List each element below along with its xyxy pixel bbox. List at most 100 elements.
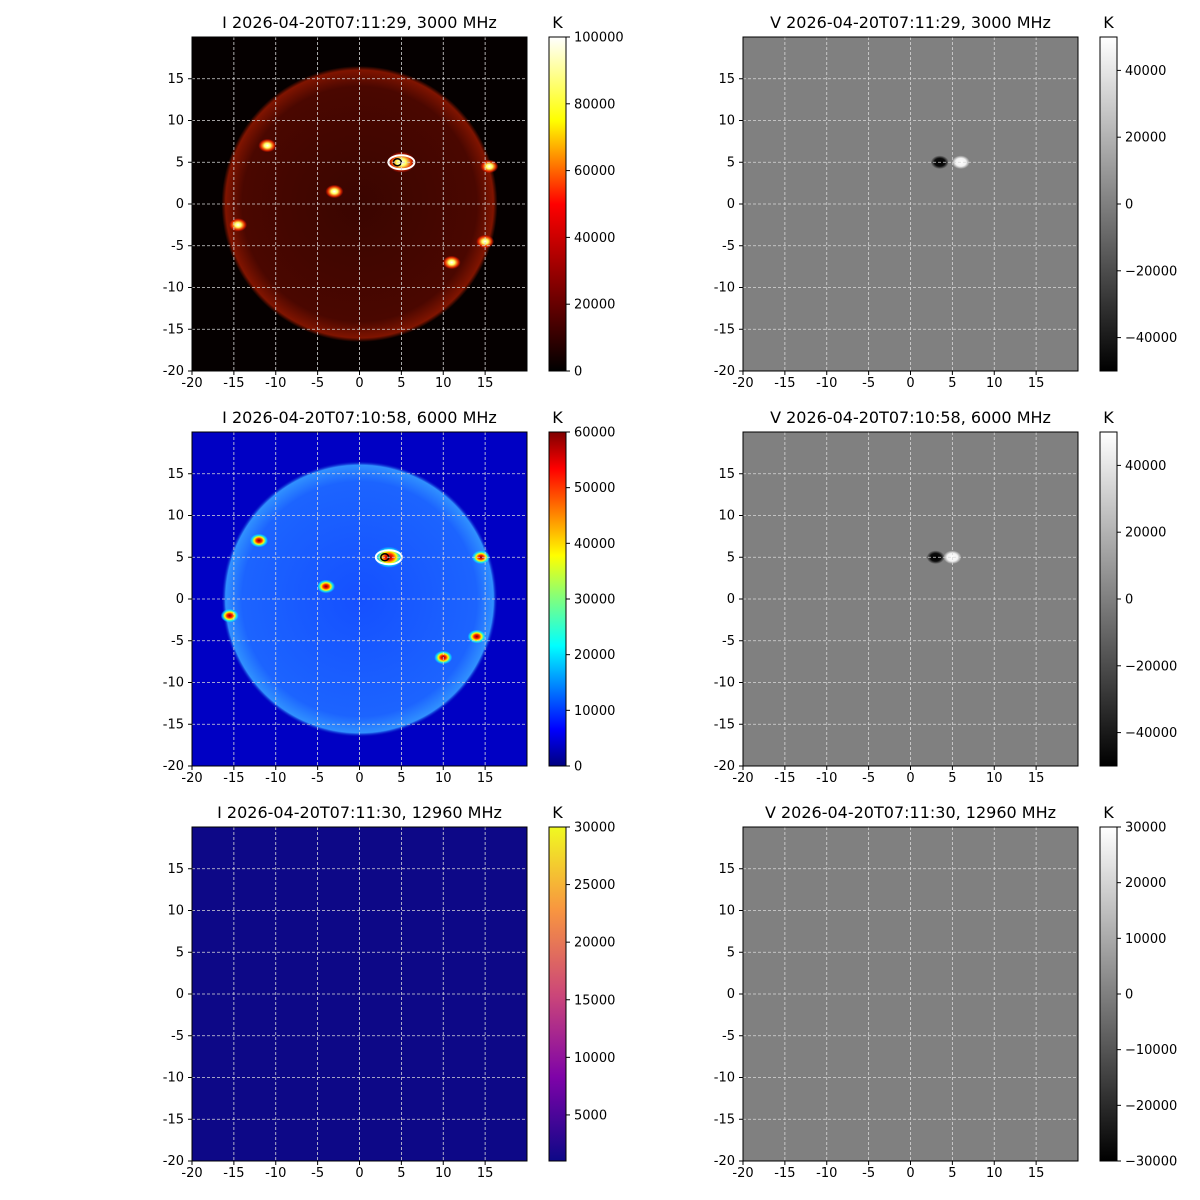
x-tick-label: -20 <box>181 1166 202 1181</box>
x-tick-label: -5 <box>862 771 875 786</box>
y-tick-label: -10 <box>714 1071 735 1086</box>
colorbar <box>1099 36 1118 372</box>
panel-i6000: -20 -15 -10 -5 0 5 10 15 15 10 5 0 -5 -10 -15 -20 I 2026… <box>163 408 616 786</box>
x-tick-label: -20 <box>181 376 202 391</box>
x-tick-label: -5 <box>862 376 875 391</box>
y-tick-label: 10 <box>167 904 184 919</box>
x-tick-label: 10 <box>435 771 452 786</box>
y-tick-label: -10 <box>163 1071 184 1086</box>
colorbar-unit-label: K <box>1103 803 1114 822</box>
colorbar <box>548 431 567 767</box>
source-5 <box>467 629 486 644</box>
colorbar <box>1099 431 1118 767</box>
colorbar-unit-label: K <box>1103 408 1114 427</box>
colorbar <box>1099 826 1118 1162</box>
colorbar-tick-label: 5000 <box>574 1108 607 1123</box>
y-tick-label: 5 <box>176 945 184 960</box>
y-tick-label: 10 <box>718 904 735 919</box>
colorbar-tick-label: 50000 <box>574 481 615 496</box>
y-tick-label: -10 <box>163 281 184 296</box>
x-tick-label: 15 <box>477 771 494 786</box>
y-tick-label: -15 <box>163 1112 184 1127</box>
colorbar-tick-label: 60000 <box>574 164 615 179</box>
y-tick-label: 0 <box>727 197 735 212</box>
colorbar-tick-label: 60000 <box>574 426 615 441</box>
y-tick-label: -10 <box>714 281 735 296</box>
y-tick-label: -5 <box>171 634 184 649</box>
y-tick-label: -20 <box>714 1154 735 1169</box>
y-tick-label: 5 <box>727 155 735 170</box>
x-tick-label: -5 <box>311 771 324 786</box>
source-3 <box>229 218 248 232</box>
x-tick-label: -20 <box>732 376 753 391</box>
colorbar-unit-label: K <box>1103 13 1114 32</box>
colorbar-unit-label: K <box>552 408 563 427</box>
colorbar-tick-label: −10000 <box>1125 1043 1177 1058</box>
source-2 <box>258 138 277 153</box>
x-tick-label: -10 <box>265 1166 286 1181</box>
colorbar-tick-label: 20000 <box>574 936 615 951</box>
y-tick-label: 15 <box>167 467 184 482</box>
y-tick-label: -5 <box>722 634 735 649</box>
colorbar-tick-label: −30000 <box>1125 1155 1177 1170</box>
panel-i3000: -20 -15 -10 -5 0 5 10 15 15 10 5 0 -5 -10 -15 -20 I 2026… <box>163 13 624 391</box>
colorbar-tick-label: 20000 <box>1125 526 1166 541</box>
y-tick-label: -10 <box>163 676 184 691</box>
x-tick-label: -10 <box>265 771 286 786</box>
colorbar-tick-label: 0 <box>574 760 582 775</box>
y-tick-label: -20 <box>163 759 184 774</box>
x-tick-label: 15 <box>477 1166 494 1181</box>
colorbar-tick-label: −20000 <box>1125 1099 1177 1114</box>
panel-title: I 2026-04-20T07:11:30, 12960 MHz <box>217 803 502 822</box>
colorbar-tick-label: 30000 <box>1125 821 1166 836</box>
x-tick-label: 10 <box>986 1166 1003 1181</box>
source-3 <box>220 608 239 623</box>
colorbar-tick-label: 30000 <box>574 593 615 608</box>
x-tick-label: -15 <box>223 771 244 786</box>
source-7 <box>442 255 461 270</box>
colorbar-tick-label: 0 <box>1125 593 1133 608</box>
colorbar-tick-label: 30000 <box>574 821 615 836</box>
x-tick-label: -20 <box>732 771 753 786</box>
colorbar-tick-label: 100000 <box>574 31 624 46</box>
colorbar-tick-label: −40000 <box>1125 331 1177 346</box>
y-tick-label: 0 <box>176 197 184 212</box>
colorbar-tick-label: 40000 <box>574 231 615 246</box>
x-tick-label: 5 <box>397 1166 405 1181</box>
y-tick-label: -15 <box>163 717 184 732</box>
x-tick-label: 15 <box>477 376 494 391</box>
y-tick-label: -15 <box>714 322 735 337</box>
y-tick-label: -20 <box>163 364 184 379</box>
colorbar-tick-label: 0 <box>1125 198 1133 213</box>
panel-title: V 2026-04-20T07:11:29, 3000 MHz <box>770 13 1051 32</box>
colorbar-tick-label: 10000 <box>574 1051 615 1066</box>
panel-title: V 2026-04-20T07:10:58, 6000 MHz <box>770 408 1051 427</box>
x-tick-label: -15 <box>774 771 795 786</box>
colorbar-tick-label: 15000 <box>574 993 615 1008</box>
colorbar-tick-label: −20000 <box>1125 264 1177 279</box>
x-tick-label: 5 <box>397 771 405 786</box>
colorbar-tick-label: 0 <box>1125 988 1133 1003</box>
y-tick-label: 15 <box>167 862 184 877</box>
x-tick-label: -5 <box>311 1166 324 1181</box>
x-tick-label: -15 <box>223 376 244 391</box>
y-tick-label: -15 <box>163 322 184 337</box>
y-tick-label: 5 <box>176 155 184 170</box>
y-tick-label: 15 <box>718 862 735 877</box>
colorbar <box>548 826 567 1162</box>
y-tick-label: 0 <box>727 592 735 607</box>
source-6 <box>317 579 335 594</box>
x-tick-label: -5 <box>862 1166 875 1181</box>
x-tick-label: 15 <box>1028 376 1045 391</box>
panel-title: I 2026-04-20T07:11:29, 3000 MHz <box>222 13 497 32</box>
source-5 <box>325 184 344 199</box>
x-tick-label: 5 <box>397 376 405 391</box>
x-tick-label: -15 <box>223 1166 244 1181</box>
y-tick-label: -20 <box>714 759 735 774</box>
y-tick-label: 15 <box>718 72 735 87</box>
x-tick-label: 15 <box>1028 771 1045 786</box>
x-tick-label: 0 <box>355 771 363 786</box>
colorbar-tick-label: 20000 <box>574 298 615 313</box>
colorbar <box>548 36 567 372</box>
colorbar-tick-label: 10000 <box>574 704 615 719</box>
